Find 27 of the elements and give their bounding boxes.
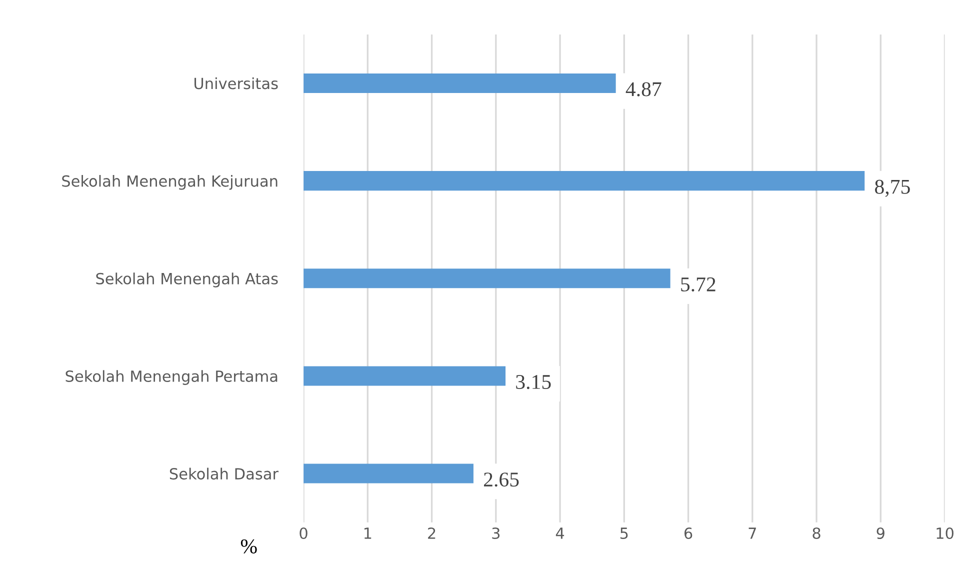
bar xyxy=(304,73,616,93)
bar xyxy=(304,366,506,386)
bar xyxy=(304,464,474,484)
y-tick-label: Sekolah Menengah Kejuruan xyxy=(62,175,278,190)
bar xyxy=(304,268,670,288)
data-label: 5.72 xyxy=(681,277,716,292)
y-tick-label: Universitas xyxy=(194,77,278,90)
data-label: 8,75 xyxy=(875,180,910,197)
x-tick-label: 8 xyxy=(812,527,820,540)
x-tick-label: 0 xyxy=(300,527,308,540)
x-tick-label: 9 xyxy=(876,527,884,540)
x-tick-label: 4 xyxy=(556,528,564,539)
x-tick-label: 2 xyxy=(428,527,436,539)
x-tick-label: 10 xyxy=(936,527,954,540)
y-tick-label: Sekolah Menengah Atas xyxy=(96,272,278,288)
data-label: 3.15 xyxy=(516,374,551,390)
x-tick-label: 7 xyxy=(748,528,756,539)
y-tick-label: Sekolah Dasar xyxy=(170,468,279,480)
x-tick-label: 1 xyxy=(364,528,372,539)
x-axis-title: % xyxy=(240,539,257,554)
data-label: 4.87 xyxy=(626,82,662,96)
x-tick-label: 6 xyxy=(684,527,692,540)
x-tick-label: 5 xyxy=(620,528,628,540)
data-label: 2.65 xyxy=(484,472,519,487)
bar xyxy=(304,171,865,191)
x-tick-label: 3 xyxy=(492,527,500,540)
y-tick-label: Sekolah Menengah Pertama xyxy=(66,370,278,385)
